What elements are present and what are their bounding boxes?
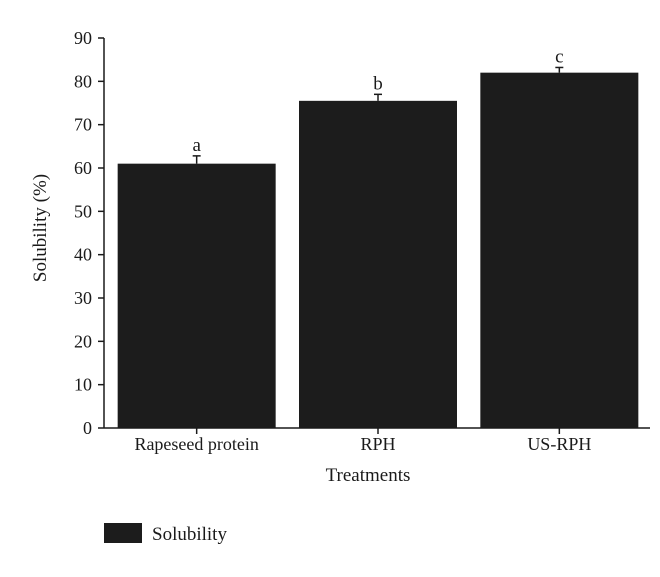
significance-letter: a: [192, 135, 201, 156]
legend-swatch: [104, 523, 142, 543]
legend: Solubility: [104, 523, 227, 545]
significance-letter: b: [373, 73, 383, 94]
y-tick-label: 40: [74, 245, 92, 265]
y-tick-label: 50: [74, 201, 92, 221]
y-tick-label: 60: [74, 158, 92, 178]
bar: [299, 100, 457, 428]
y-tick-label: 90: [74, 28, 92, 48]
y-tick-label: 80: [74, 71, 92, 91]
y-tick-label: 0: [83, 418, 92, 438]
bar: [117, 163, 276, 428]
y-axis-title: Solubility (%): [30, 174, 51, 282]
y-tick-label: 70: [74, 115, 92, 135]
y-tick-label: 20: [74, 331, 92, 351]
y-tick-label: 30: [74, 288, 92, 308]
bar: [480, 72, 639, 429]
x-axis-title: Treatments: [326, 465, 411, 486]
bar-series: [117, 72, 639, 429]
legend-label: Solubility: [152, 524, 227, 545]
y-tick-label: 10: [74, 375, 92, 395]
error-bars: [192, 66, 564, 164]
x-tick-label: RPH: [360, 434, 395, 454]
significance-letter: c: [555, 46, 563, 67]
x-tick-label: Rapeseed protein: [134, 434, 258, 454]
x-tick-label: US-RPH: [527, 434, 591, 454]
x-axis-tick-labels: Rapeseed protein RPH US-RPH: [134, 428, 591, 454]
y-axis-ticks: 0 10 20 30 40 50 60 70 80 90: [74, 28, 104, 438]
significance-letters: a b c: [192, 46, 563, 155]
